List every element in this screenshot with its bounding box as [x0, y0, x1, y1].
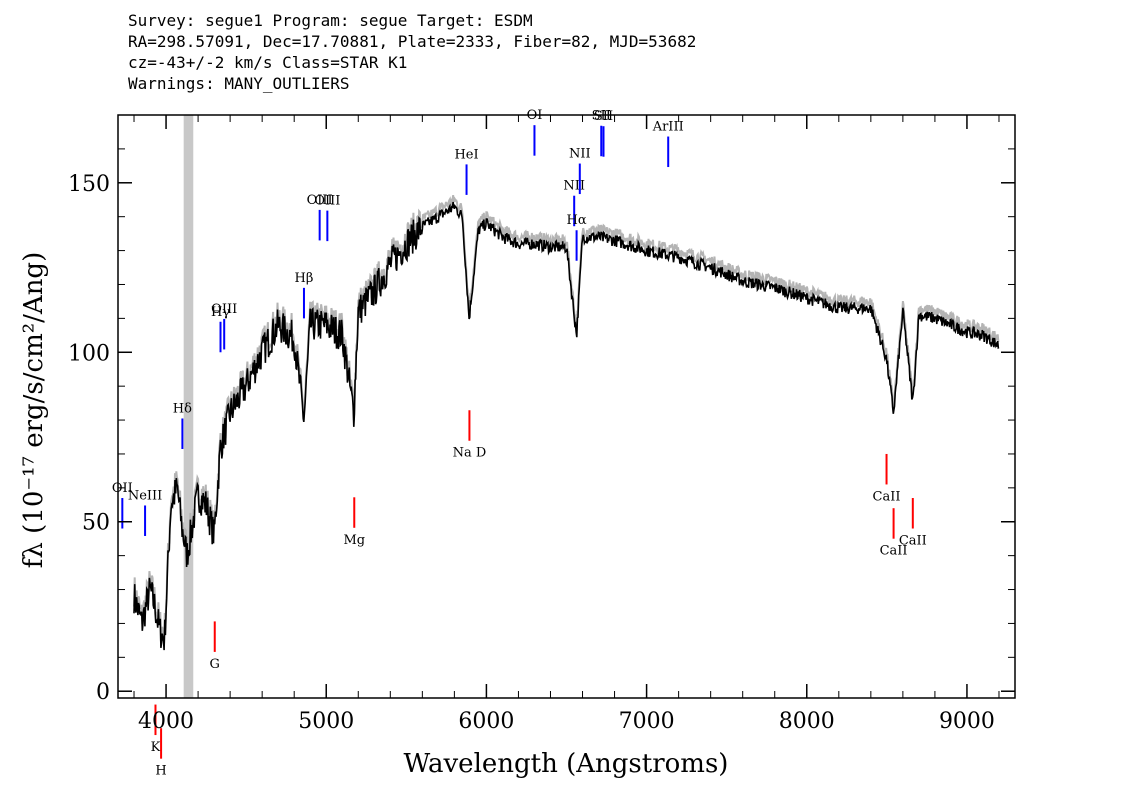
masked-region	[183, 115, 194, 698]
header-line-redshift: cz=-43+/-2 km/s Class=STAR K1	[128, 53, 408, 72]
emission-line-label: Hδ	[173, 401, 192, 416]
x-tick-label: 5000	[298, 709, 354, 734]
x-tick-label: 9000	[939, 709, 995, 734]
header-line-survey: Survey: segue1 Program: segue Target: ES…	[128, 11, 533, 30]
header-line-coordinates: RA=298.57091, Dec=17.70881, Plate=2333, …	[128, 32, 697, 51]
emission-line-label: Hβ	[295, 271, 314, 286]
emission-line-label: OIII	[211, 302, 237, 317]
x-tick-label: 7000	[619, 709, 675, 734]
absorption-line-label: Na D	[453, 446, 487, 461]
absorption-line-label: CaII	[899, 534, 927, 549]
emission-line-label: SII	[594, 109, 613, 124]
emission-line-label: OIII	[307, 193, 333, 208]
emission-line-label: OII	[112, 481, 133, 496]
absorption-line-label: K	[151, 740, 161, 755]
absorption-line-label: G	[210, 657, 220, 672]
x-tick-label: 8000	[779, 709, 835, 734]
emission-line-label: Hγ	[211, 305, 230, 320]
x-tick-label: 4000	[138, 709, 194, 734]
spectrum-header: Survey: segue1 Program: segue Target: ES…	[128, 10, 696, 94]
y-tick-label: 150	[68, 172, 110, 197]
emission-line-label: HeI	[454, 147, 478, 162]
emission-line-label: SII	[592, 109, 611, 124]
spectrum-error	[133, 195, 1000, 644]
y-tick-label: 0	[96, 680, 110, 705]
y-tick-label: 100	[68, 341, 110, 366]
x-axis-title: Wavelength (Angstroms)	[404, 749, 729, 779]
emission-line-label: NeIII	[128, 488, 162, 503]
absorption-line-label: CaII	[880, 544, 908, 559]
emission-line-label: NII	[569, 147, 591, 162]
absorption-line-label: CaII	[873, 489, 901, 504]
absorption-line-label: Mg	[343, 533, 365, 548]
emission-line-label: OIII	[314, 194, 340, 209]
x-tick-label: 6000	[458, 709, 514, 734]
absorption-line-label: H	[155, 764, 166, 779]
plot-layer: OIINeIIIHδHγOIIIHβOIIIOIIIHeIOINIIHαNIIS…	[68, 108, 1015, 779]
emission-line-label: NII	[563, 179, 585, 194]
y-axis-title: fλ (10⁻¹⁷ erg/s/cm²/Ang)	[19, 252, 49, 568]
emission-line-label: Hα	[567, 213, 587, 228]
header-line-warnings: Warnings: MANY_OUTLIERS	[128, 74, 350, 93]
spectrum-line	[133, 201, 1000, 651]
emission-line-label: ArIII	[652, 120, 684, 135]
plot-frame	[117, 114, 1016, 699]
y-tick-label: 50	[82, 511, 110, 536]
